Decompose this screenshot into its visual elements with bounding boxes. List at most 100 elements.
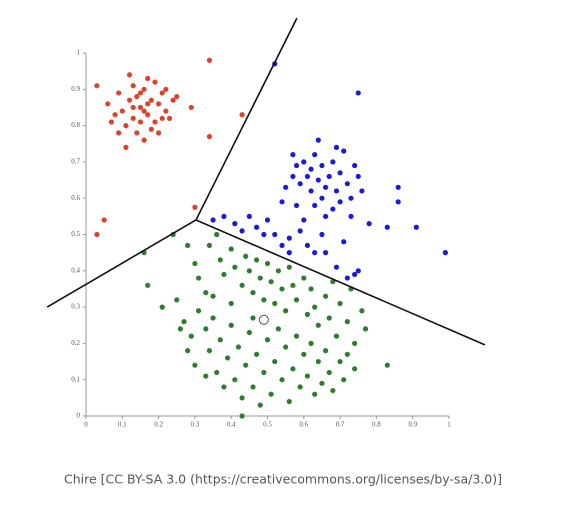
y-tick-label: 0.8 [71, 121, 80, 129]
point [322, 348, 329, 354]
caption: Chire [CC BY-SA 3.0 (https://creativecom… [64, 472, 502, 487]
x-tick-label: 0.5 [263, 421, 272, 429]
x-tick-label: 0.3 [191, 421, 200, 429]
point [344, 319, 350, 325]
point [254, 224, 260, 230]
point [185, 242, 191, 248]
point [286, 398, 292, 405]
point [137, 104, 144, 111]
point [337, 300, 343, 307]
point [243, 362, 249, 368]
point [177, 326, 183, 332]
point [239, 413, 245, 419]
point [337, 199, 343, 205]
point [322, 250, 329, 256]
point [141, 86, 147, 92]
point [344, 275, 350, 281]
point [344, 351, 350, 357]
point [312, 304, 318, 310]
point [221, 213, 227, 219]
point [341, 239, 347, 245]
point [192, 204, 198, 210]
point [341, 377, 347, 383]
point [239, 282, 245, 288]
point [301, 159, 307, 165]
point [322, 293, 329, 299]
point [315, 137, 321, 143]
point [254, 351, 260, 357]
point [137, 119, 144, 125]
point [246, 213, 252, 219]
point [283, 308, 289, 314]
point [152, 79, 158, 85]
point [279, 242, 285, 248]
point [108, 119, 115, 125]
point [366, 221, 372, 227]
point [174, 297, 180, 303]
point [206, 57, 213, 63]
boundary-line [195, 17, 298, 221]
point [116, 90, 122, 96]
point [141, 137, 147, 143]
point [290, 173, 296, 180]
point [279, 199, 285, 205]
point [166, 115, 173, 121]
point [330, 387, 336, 394]
point [257, 275, 263, 281]
point [239, 112, 245, 118]
x-tick-label: 0 [84, 421, 88, 429]
point [159, 115, 165, 121]
point [286, 235, 292, 241]
y-tick-label: 0.9 [71, 85, 80, 93]
point [210, 217, 216, 223]
x-tick-label: 0.4 [227, 421, 236, 429]
point [116, 130, 122, 136]
boundary-line [46, 219, 197, 308]
point [395, 184, 401, 190]
point [348, 195, 354, 201]
x-tick-label: 0.6 [299, 421, 308, 429]
point [232, 221, 238, 227]
point [315, 358, 321, 365]
point [293, 202, 300, 209]
point [170, 97, 176, 103]
point [206, 133, 213, 140]
point [301, 217, 307, 223]
point [264, 217, 271, 223]
point [308, 340, 314, 346]
point [341, 148, 347, 154]
point [94, 231, 100, 238]
point [352, 271, 358, 278]
y-tick-label: 0 [77, 412, 81, 420]
point [333, 264, 340, 270]
point [333, 333, 340, 339]
point [330, 206, 336, 212]
point [413, 224, 419, 230]
point [272, 300, 278, 307]
point [275, 326, 281, 332]
x-tick-label: 0.8 [372, 421, 381, 429]
point [224, 355, 231, 361]
point [312, 202, 318, 209]
point [322, 213, 329, 219]
point [246, 268, 252, 274]
point [359, 188, 365, 194]
point [304, 173, 311, 180]
point [123, 123, 129, 129]
point [283, 184, 289, 190]
point [355, 90, 361, 96]
point [290, 152, 296, 158]
x-tick-label: 0.9 [408, 421, 417, 429]
point [145, 75, 151, 82]
point [126, 72, 133, 78]
point [228, 246, 234, 252]
point [326, 315, 332, 321]
point [290, 282, 296, 288]
point [355, 268, 361, 274]
point [362, 326, 369, 332]
point [272, 358, 278, 365]
point [126, 97, 133, 103]
point [195, 275, 202, 281]
point [148, 126, 154, 132]
point [319, 231, 325, 238]
